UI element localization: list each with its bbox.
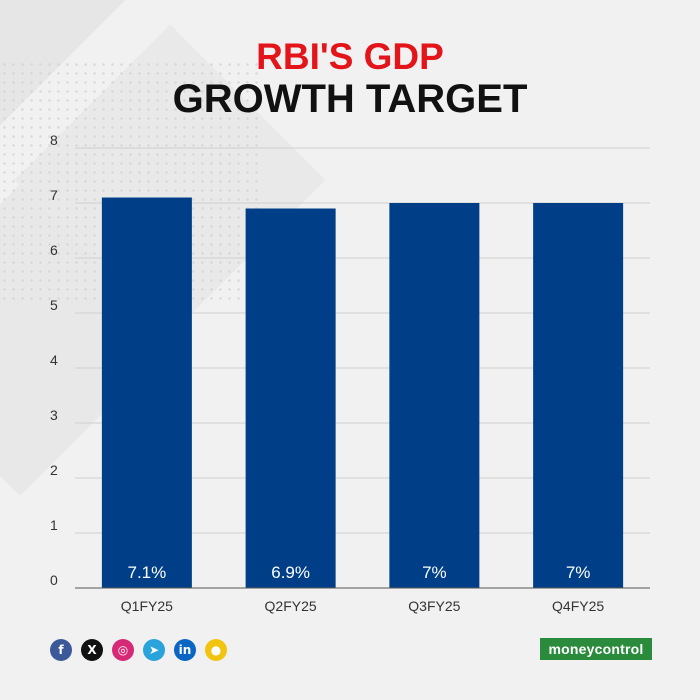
y-tick-label: 2 [50,462,58,478]
data-label: 7% [566,563,591,582]
x-tick-label: Q3FY25 [408,598,460,614]
koo-icon[interactable]: ● [205,639,227,661]
bar [389,203,480,588]
x-tick-label: Q2FY25 [265,598,317,614]
chart-title-line2: GROWTH TARGET [172,77,528,121]
x-tick-label: Q4FY25 [552,598,604,614]
linkedin-icon[interactable]: in [174,639,196,661]
y-tick-label: 4 [50,352,58,368]
data-label: 7.1% [128,563,167,582]
facebook-icon[interactable]: f [50,639,72,661]
data-label: 7% [422,563,447,582]
social-icons: f X ◎ ➤ in ● [50,639,227,661]
y-tick-label: 6 [50,242,58,258]
chart-title-line1: RBI'S GDP [256,36,444,77]
y-tick-label: 3 [50,407,58,423]
moneycontrol-logo[interactable]: moneycontrol [540,638,652,660]
y-tick-label: 0 [50,572,58,588]
y-tick-label: 5 [50,297,58,313]
y-tick-label: 1 [50,517,58,533]
data-label: 6.9% [271,563,310,582]
x-icon[interactable]: X [81,639,103,661]
instagram-icon[interactable]: ◎ [112,639,134,661]
bar [533,203,624,588]
y-tick-label: 8 [50,132,58,148]
bar [245,208,336,588]
x-tick-label: Q1FY25 [121,598,173,614]
y-tick-label: 7 [50,187,58,203]
telegram-icon[interactable]: ➤ [143,639,165,661]
bar [101,197,192,588]
